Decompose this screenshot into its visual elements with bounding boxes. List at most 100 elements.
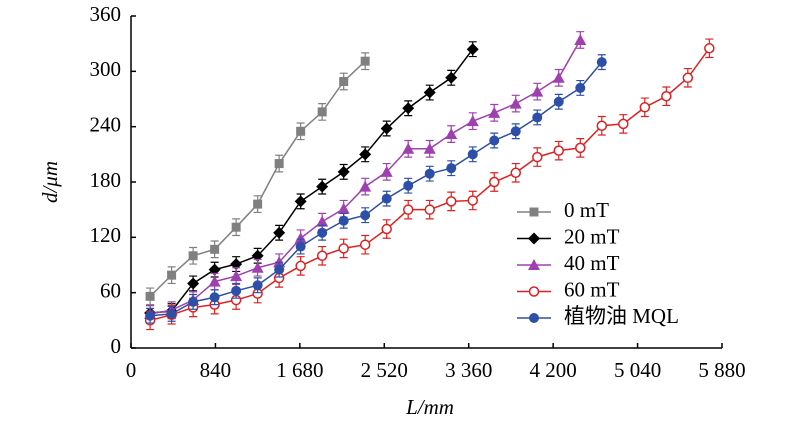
marker <box>402 204 414 215</box>
marker <box>274 159 284 169</box>
y-tick-label: 300 <box>90 57 122 81</box>
legend-marker <box>528 259 540 270</box>
legend-label: 0 mT <box>564 198 609 222</box>
marker <box>532 151 543 163</box>
marker <box>381 193 392 204</box>
marker <box>251 249 264 262</box>
marker <box>295 260 306 272</box>
marker <box>337 202 350 214</box>
marker <box>402 102 415 115</box>
legend-label: 20 mT <box>564 224 620 248</box>
marker <box>403 180 414 191</box>
marker <box>553 145 565 156</box>
y-tick-label: 240 <box>90 112 122 136</box>
x-tick-label: 5 040 <box>614 358 661 382</box>
marker <box>316 250 328 262</box>
series-line <box>150 61 603 317</box>
x-tick-label: 1 680 <box>276 358 323 382</box>
x-tick-label: 0 <box>126 358 137 382</box>
marker <box>338 215 349 226</box>
y-tick-label: 180 <box>90 168 122 192</box>
x-tick-label: 3 360 <box>445 358 492 382</box>
legend-marker <box>529 207 539 217</box>
marker <box>167 270 177 280</box>
marker <box>510 167 522 179</box>
marker <box>187 277 200 290</box>
marker <box>661 90 672 102</box>
marker <box>445 196 457 207</box>
marker <box>359 239 371 250</box>
marker <box>531 85 544 97</box>
marker <box>230 258 243 271</box>
marker <box>423 86 436 99</box>
y-axis-label: d/μm <box>38 161 62 203</box>
marker <box>208 263 221 276</box>
marker <box>166 308 177 319</box>
marker <box>339 76 349 86</box>
marker <box>532 112 543 123</box>
marker <box>294 232 307 244</box>
marker <box>230 270 243 282</box>
marker <box>466 115 479 127</box>
marker <box>188 251 198 261</box>
marker <box>295 241 306 252</box>
marker <box>316 180 329 193</box>
marker <box>145 291 155 301</box>
y-tick-label: 120 <box>90 223 122 247</box>
marker <box>510 126 521 137</box>
marker <box>639 102 651 113</box>
marker <box>553 96 564 107</box>
legend-marker <box>529 313 539 323</box>
marker <box>145 310 156 321</box>
marker <box>208 275 221 287</box>
marker <box>682 72 694 84</box>
marker <box>575 82 586 93</box>
marker <box>402 142 415 154</box>
legend-marker <box>528 286 540 297</box>
x-tick-label: 4 200 <box>530 358 577 382</box>
marker <box>359 148 372 161</box>
legend-label: 40 mT <box>564 251 620 275</box>
series-line <box>150 48 474 314</box>
y-tick-label: 60 <box>100 278 121 302</box>
marker <box>294 195 307 208</box>
x-tick-label: 2 520 <box>361 358 408 382</box>
marker <box>489 135 500 146</box>
marker <box>231 222 241 232</box>
marker <box>488 176 500 188</box>
marker <box>337 165 350 178</box>
legend-label: 60 mT <box>564 277 620 301</box>
marker <box>209 292 220 303</box>
marker <box>380 122 393 135</box>
marker <box>618 118 629 130</box>
marker <box>509 97 522 109</box>
legend-marker <box>528 232 540 245</box>
marker <box>488 106 501 118</box>
marker <box>596 120 608 131</box>
marker <box>253 199 263 209</box>
marker <box>552 71 565 83</box>
marker <box>360 56 370 66</box>
marker <box>359 180 372 192</box>
marker <box>360 210 371 221</box>
marker <box>338 243 349 254</box>
marker <box>231 285 242 296</box>
marker <box>210 244 220 254</box>
marker <box>188 296 199 307</box>
x-axis-label: L/mm <box>405 395 454 419</box>
marker <box>596 57 607 68</box>
marker <box>575 142 586 154</box>
marker <box>380 165 393 177</box>
marker <box>317 227 328 238</box>
marker <box>423 142 436 154</box>
marker <box>467 195 478 206</box>
marker <box>274 264 285 275</box>
marker <box>316 215 329 227</box>
marker <box>296 126 306 136</box>
x-tick-label: 5 880 <box>698 358 745 382</box>
marker <box>252 280 263 291</box>
marker <box>424 168 435 179</box>
marker <box>317 107 327 117</box>
marker <box>446 163 457 174</box>
